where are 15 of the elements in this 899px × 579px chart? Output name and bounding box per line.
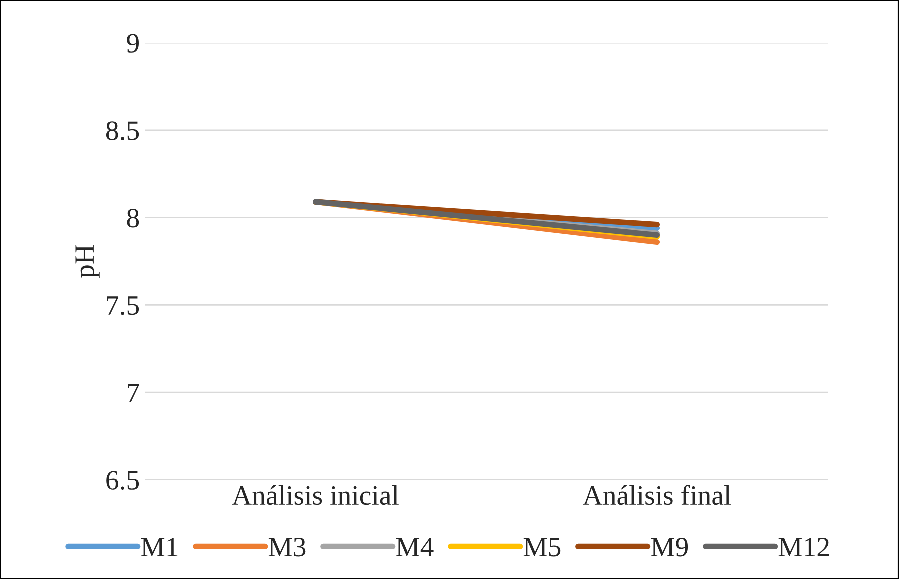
legend-label: M1 [141,538,178,556]
y-tick-label: 7.5 [107,296,140,316]
x-tick-label: Análisis final [583,485,732,506]
legend-label: M9 [651,538,688,557]
y-tick-label: 9 [127,34,139,53]
legend-label: M12 [778,538,830,556]
legend-label: M3 [268,538,306,557]
legend-label: M5 [524,538,561,557]
y-tick-label: 8 [127,208,140,228]
y-tick-label: 7 [128,384,140,402]
x-tick-label: Análisis inicial [232,486,399,506]
legend-label: M4 [396,538,434,556]
y-axis-title: pH [76,245,100,278]
y-tick-label: 8.5 [106,122,140,140]
y-tick-label: 6.5 [106,471,140,490]
